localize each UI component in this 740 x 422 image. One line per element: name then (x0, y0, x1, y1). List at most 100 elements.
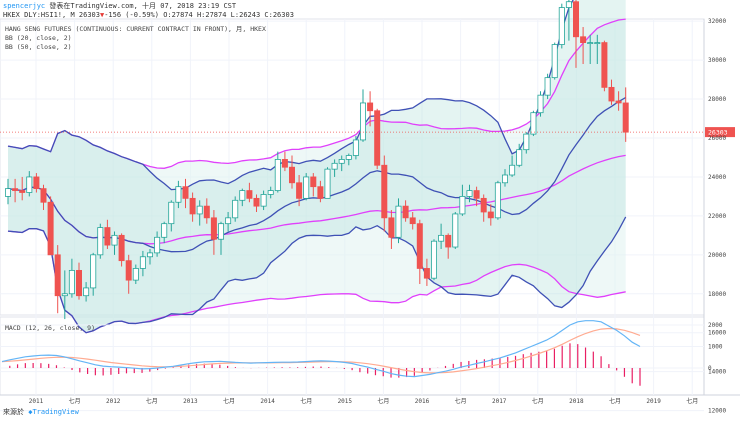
candle-body (33, 176, 40, 190)
x-tick-label: 七月 (609, 397, 621, 405)
open-value: 27874 (171, 11, 193, 19)
candle-body (480, 197, 487, 213)
change-value: -156 (-0.59%) (104, 11, 159, 19)
source-footer: 來源於 ◆TradingView (3, 407, 79, 417)
candle-body (402, 205, 409, 219)
candle-body (352, 139, 359, 156)
candle-body (246, 190, 253, 199)
candle-body (558, 7, 565, 45)
candle-body (487, 211, 494, 219)
y-tick-label: 14000 (708, 369, 726, 376)
header-quote-line: HKEX_DLY:HSI1!, M 26303▼-156 (-0.59%) O:… (3, 11, 294, 19)
y-tick-label: 30000 (708, 57, 726, 64)
author-link[interactable]: spencerjyc (3, 2, 46, 10)
candle-body (338, 159, 345, 164)
high-value: 27874 (205, 11, 227, 19)
bb20-basis-line (7, 97, 627, 253)
low-value: 26243 (239, 11, 261, 19)
source-label: 來源於 (3, 408, 24, 416)
candle-body (104, 227, 111, 246)
x-tick-label: 七月 (686, 397, 698, 405)
legend-macd[interactable]: MACD (12, 26, close, 9) (5, 324, 96, 332)
candle-body (175, 186, 182, 203)
macd-plot-border (0, 316, 705, 396)
last-price-value: 26303 (708, 129, 728, 137)
candle-body (573, 1, 580, 38)
candle-body (310, 176, 317, 188)
candle-body (494, 182, 501, 219)
candle-body (132, 268, 139, 281)
macd-signal-line (1, 327, 641, 374)
source-name[interactable]: TradingView (32, 408, 79, 416)
x-tick-label: 七月 (532, 397, 544, 405)
candle-body (139, 256, 146, 269)
candle-body (345, 155, 352, 160)
candle-body (267, 190, 274, 195)
candle-body (374, 110, 381, 166)
close-label: C: (264, 11, 273, 19)
candle-body (40, 188, 47, 203)
x-tick-label: 2011 (29, 398, 44, 405)
candle-body (388, 217, 395, 238)
candle-body (125, 260, 132, 281)
candle-body (19, 190, 26, 193)
candle-body (516, 149, 523, 166)
high-label: H: (196, 11, 206, 19)
candle-body (317, 186, 324, 199)
candle-body (466, 190, 473, 197)
candle-body (565, 1, 572, 8)
candle-body (189, 197, 196, 215)
down-arrow-icon: ▼ (99, 11, 105, 19)
y-tick-label: 12000 (708, 408, 726, 415)
legend-bb-50[interactable]: BB (50, close, 2) (5, 43, 72, 51)
candle-body (452, 213, 459, 248)
candle-body (161, 223, 168, 238)
candle-body (146, 252, 153, 258)
bb20-upper-line (7, 0, 574, 191)
x-tick-label: 七月 (146, 397, 158, 405)
candle-body (217, 223, 224, 240)
candle-body (5, 188, 11, 197)
x-tick-label: 七月 (377, 397, 389, 405)
last-price-badge (705, 127, 735, 138)
candle-body (459, 196, 466, 215)
candle-body (12, 188, 19, 191)
candle-body (68, 269, 75, 295)
x-tick-label: 2014 (260, 398, 275, 405)
open-label: O: (163, 11, 172, 19)
candle-body (594, 42, 601, 44)
candle-body (331, 162, 338, 170)
candle-body (203, 205, 210, 219)
legend-bb-20[interactable]: BB (20, close, 2) (5, 34, 72, 42)
candle-body (47, 201, 54, 256)
candle-body (168, 201, 175, 225)
candle-body (423, 268, 430, 279)
candle-body (196, 205, 203, 215)
candle-body (239, 190, 246, 201)
y-tick-label: 20000 (708, 252, 726, 259)
y-tick-label: 32000 (708, 18, 726, 25)
x-tick-label: 2017 (492, 398, 507, 405)
candle-body (551, 44, 558, 79)
x-tick-label: 2019 (646, 398, 661, 405)
candle-body (154, 236, 161, 254)
interval-label: M (70, 11, 75, 19)
candle-body (97, 227, 104, 256)
candle-body (54, 254, 61, 297)
bb50-fill (8, 19, 626, 333)
y-tick-label: 22000 (708, 213, 726, 220)
candle-body (608, 86, 615, 102)
macd-tick-label: 1000 (708, 344, 723, 351)
macd-tick-label: 2000 (708, 322, 723, 329)
legend-title: HANG SENG FUTURES (CONTINUOUS: CURRENT C… (5, 25, 266, 33)
candle-body (61, 293, 68, 297)
tradingview-logo-icon[interactable]: ◆ (28, 408, 33, 416)
close-value: 26303 (272, 11, 294, 19)
candle-body (225, 217, 232, 225)
x-tick-label: 2012 (106, 398, 121, 405)
candle-body (430, 240, 437, 279)
x-tick-label: 七月 (455, 397, 467, 405)
candle-body (445, 234, 452, 248)
candle-body (587, 42, 594, 44)
